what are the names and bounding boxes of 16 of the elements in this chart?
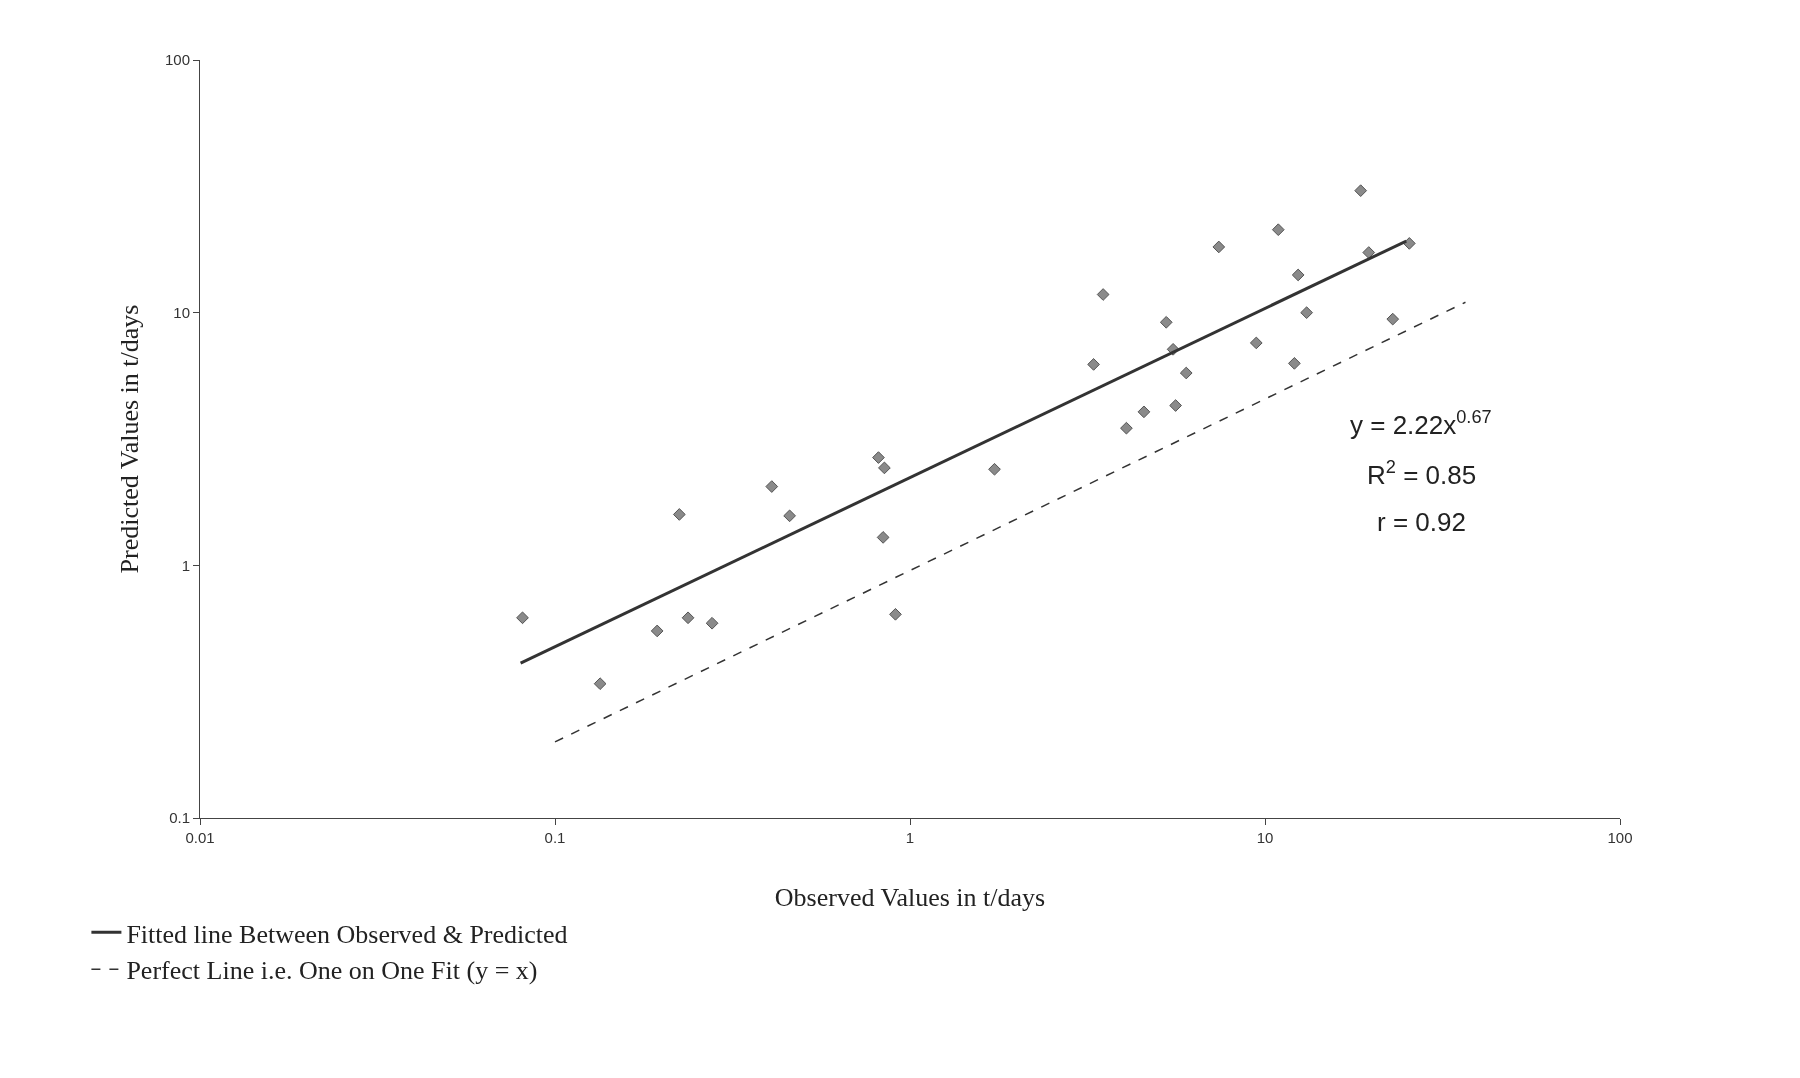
annotation: r = 0.92 — [1377, 507, 1466, 537]
y-tick-label: 100 — [164, 51, 190, 69]
legend-label: Fitted line Between Observed & Predicted — [126, 919, 568, 949]
x-tick-label: 100 — [1607, 829, 1633, 846]
x-axis-title: Observed Values in t/days — [774, 883, 1046, 912]
x-tick-label: 0.01 — [185, 829, 215, 846]
annotation: R$^{2}$ = 0.85 — [1367, 457, 1477, 490]
y-axis-title: Predicted Values in t/days — [115, 304, 144, 574]
x-tick-label: 0.1 — [544, 829, 566, 846]
y-tick-label: 10 — [173, 303, 190, 321]
legend-label: Perfect Line i.e. One on One Fit (y = x) — [126, 956, 538, 986]
x-tick-label: 1 — [905, 829, 915, 846]
x-tick-label: 10 — [1256, 829, 1274, 846]
annotation: y = 2.22x$^{0.67}$ — [1350, 407, 1492, 440]
y-tick-label: 0.1 — [169, 809, 190, 827]
y-tick-label: 1 — [181, 556, 190, 574]
